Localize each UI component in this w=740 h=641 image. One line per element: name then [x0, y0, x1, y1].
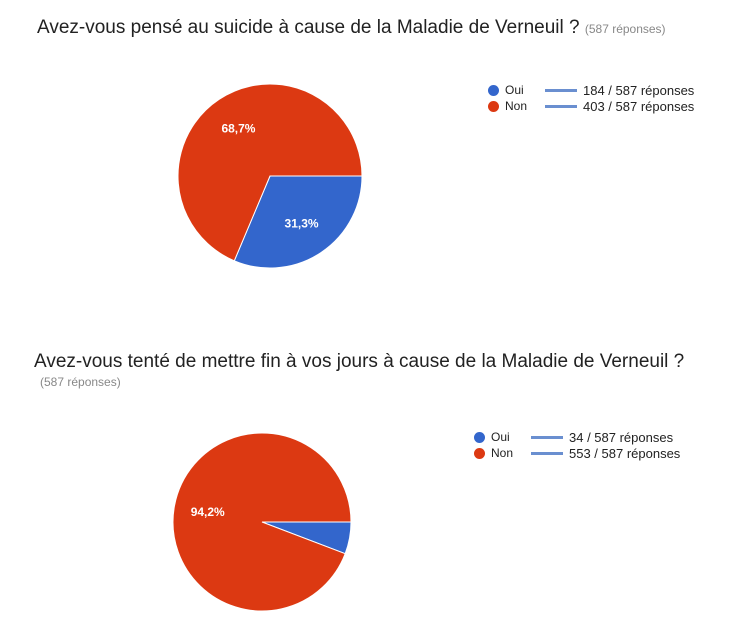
legend-item-non: Non 553 / 587 réponses — [474, 445, 680, 461]
legend-dot — [488, 100, 499, 112]
chart1-subtitle: (587 réponses) — [584, 22, 666, 36]
legend-label: Oui — [491, 430, 510, 444]
pie-data-label: 31,3% — [285, 217, 319, 231]
legend-dot — [474, 431, 485, 443]
legend-value: 403 / 587 réponses — [583, 98, 695, 114]
legend-dot — [474, 447, 485, 459]
legend-line — [545, 104, 577, 108]
legend-dot — [488, 84, 499, 96]
legend-label: Non — [505, 99, 528, 113]
chart1-title-text: Avez-vous pensé au suicide à cause de la… — [37, 17, 580, 38]
chart2-legend: Oui 34 / 587 réponses Non 553 / 587 répons… — [474, 429, 680, 461]
legend-line — [545, 88, 577, 92]
pie-data-label: 68,7% — [221, 121, 255, 135]
legend-item-oui: Oui 34 / 587 réponses — [474, 429, 680, 445]
pie-slice-oui — [233, 175, 363, 269]
chart2-title-text: Avez-vous tenté de mettre fin à vos jour… — [34, 351, 685, 372]
legend-item-oui: Oui 184 / 587 réponses — [488, 82, 694, 98]
legend-item-non: Non 403 / 587 réponses — [488, 98, 694, 114]
legend-label: Oui — [505, 83, 524, 97]
legend-value: 553 / 587 réponses — [569, 445, 681, 461]
pie-data-label: 94,2% — [191, 505, 225, 519]
legend-value: 34 / 587 réponses — [569, 429, 674, 445]
pie-slice-non — [177, 83, 363, 262]
legend-line — [531, 451, 563, 455]
legend-line — [531, 435, 563, 439]
chart2-title: Avez-vous tenté de mettre fin à vos jour… — [34, 351, 684, 389]
chart2-subtitle: (587 réponses) — [40, 375, 121, 389]
chart1-legend: Oui 184 / 587 réponses Non 403 / 587 répon… — [488, 82, 694, 114]
pie-slice-non — [172, 432, 352, 612]
legend-label: Non — [491, 446, 514, 460]
chart1-title: Avez-vous pensé au suicide à cause de la… — [37, 17, 666, 39]
legend-value: 184 / 587 réponses — [583, 82, 695, 98]
